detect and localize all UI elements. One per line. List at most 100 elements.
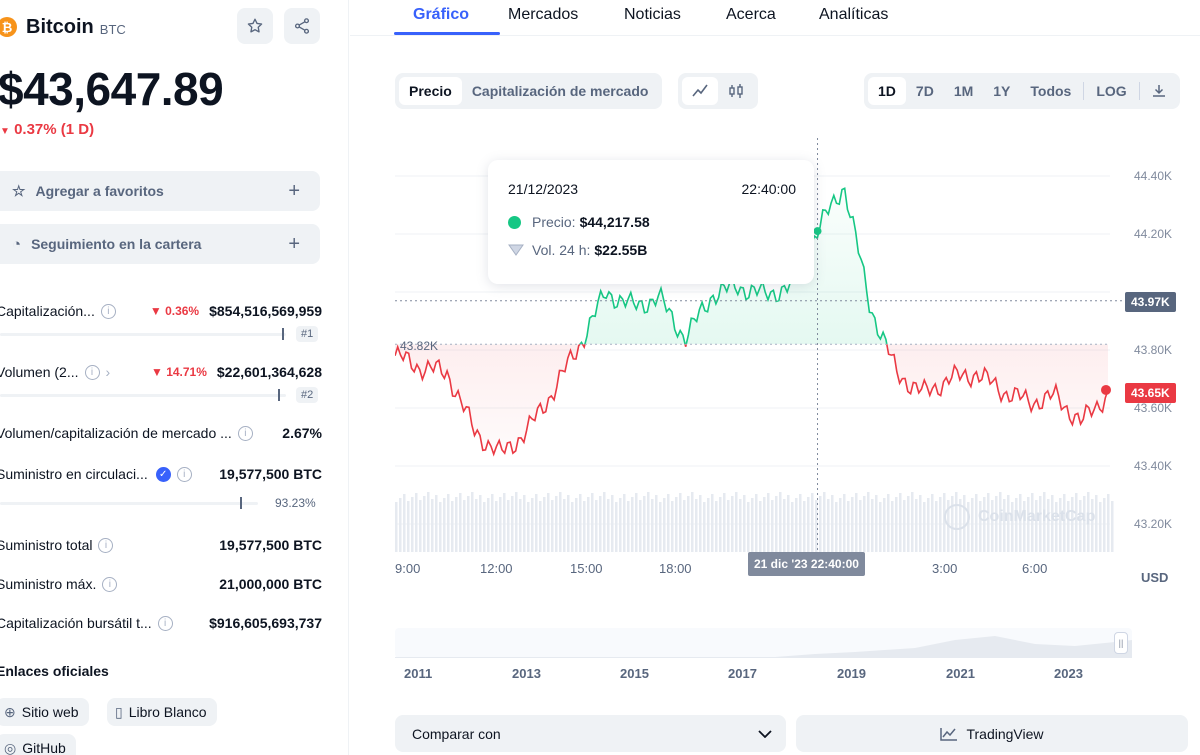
current-price-flag: 43.65K [1125, 383, 1176, 403]
log-scale-button[interactable]: LOG [1096, 83, 1127, 99]
range-all[interactable]: Todos [1030, 83, 1072, 99]
volume-bar [463, 500, 466, 552]
volume-bar [707, 498, 710, 552]
tab-markets[interactable]: Mercados [508, 6, 579, 23]
chevron-right-icon[interactable]: › [105, 364, 111, 380]
price-line-down [395, 344, 1109, 457]
volume-bar [815, 500, 818, 552]
timeline-navigator[interactable] [395, 628, 1132, 658]
coin-overview-panel: ₿ Bitcoin BTC $43,647.89 ▼ 0.37% (1 D) ☆… [0, 0, 349, 755]
watermark-text: CoinMarketCap [978, 508, 1096, 525]
volume-bar [743, 495, 746, 552]
volume-bar [1003, 499, 1006, 552]
year-label: 2013 [512, 666, 541, 681]
whitepaper-link[interactable]: ▯ Libro Blanco [107, 698, 217, 726]
volume-bar [975, 494, 978, 552]
section-tabs [350, 0, 1200, 36]
info-icon[interactable]: i [84, 364, 100, 380]
stat-total-supply: Suministro total i 19,577,500 BTC [0, 535, 322, 555]
watchlist-star-button[interactable] [237, 8, 273, 44]
range-7d[interactable]: 7D [915, 83, 934, 99]
year-label: 2021 [946, 666, 975, 681]
volume-bar [1099, 502, 1102, 552]
info-icon[interactable]: i [102, 576, 118, 592]
x-axis-tick: 9:00 [395, 561, 421, 576]
crosshair-time-label: 21 dic '23 22:40:00 [748, 552, 865, 576]
info-icon[interactable]: i [237, 425, 253, 441]
volume-bar [727, 500, 730, 552]
globe-icon: ⊕ [4, 703, 16, 720]
tab-news[interactable]: Noticias [624, 6, 681, 23]
line-chart-option[interactable] [682, 77, 718, 105]
volume-bar [487, 498, 490, 552]
stat-value: 2.67% [282, 425, 322, 441]
download-button[interactable] [1142, 77, 1176, 105]
info-icon[interactable]: i [176, 466, 192, 482]
volume-bar [411, 497, 414, 552]
volume-bar [983, 497, 986, 552]
website-link[interactable]: ⊕ Sitio web [0, 698, 89, 726]
year-label: 2011 [404, 666, 433, 681]
volume-bar [499, 497, 502, 552]
circulating-supply-bar [0, 497, 258, 509]
tradingview-button[interactable]: TradingView [796, 715, 1188, 752]
reference-price-label: 43.82K [400, 339, 439, 353]
compare-dropdown[interactable]: Comparar con [395, 715, 786, 752]
volume-bar [859, 500, 862, 552]
volume-bar [883, 498, 886, 552]
share-button[interactable] [284, 8, 320, 44]
plus-icon: + [288, 232, 300, 255]
volume-bar [1107, 494, 1110, 552]
volume-bar [543, 497, 546, 552]
caret-down-icon: ▼ [0, 126, 10, 137]
navigator-handle[interactable]: || [1114, 632, 1128, 654]
github-link[interactable]: ◎ GitHub [0, 734, 76, 755]
price-dot-icon [508, 215, 521, 229]
volume-bar [1075, 493, 1078, 552]
volume-bar [855, 493, 858, 552]
range-1m[interactable]: 1M [953, 83, 974, 99]
whitepaper-label: Libro Blanco [128, 704, 207, 720]
volume-bar [1035, 500, 1038, 552]
volume-bar [899, 493, 902, 552]
volume-bar [1083, 496, 1086, 552]
volume-bar [615, 502, 618, 552]
volume-bar [443, 498, 446, 552]
volume-bar [987, 493, 990, 552]
stat-value: 19,577,500 BTC [219, 537, 322, 553]
metric-price-option[interactable]: Precio [399, 77, 462, 105]
time-range-toggle: 1D 7D 1M 1Y Todos LOG [864, 73, 1180, 109]
info-icon[interactable]: i [100, 303, 116, 319]
x-axis-tick: 15:00 [570, 561, 603, 576]
volume-bar [779, 492, 782, 552]
stat-circulating-supply: Suministro en circulaci... ✓ i 19,577,50… [0, 464, 322, 484]
portfolio-track-button[interactable]: ◔ Seguimiento en la cartera + [0, 224, 320, 264]
volume-bar [731, 496, 734, 552]
candlestick-option[interactable] [718, 77, 754, 105]
metric-market-cap-option[interactable]: Capitalización de mercado [471, 83, 649, 99]
add-favorite-button[interactable]: ☆ Agregar a favoritos + [0, 171, 320, 211]
volume-bar [627, 501, 630, 552]
info-icon[interactable]: i [98, 537, 114, 553]
price-chart[interactable] [395, 138, 1125, 552]
volume-bar [547, 493, 550, 552]
tooltip-price-label: Precio: [532, 214, 576, 230]
volume-bar [395, 502, 398, 552]
stat-fully-diluted-cap: Capitalización bursátil t... i $916,605,… [0, 613, 322, 633]
y-axis-tick: 43.20K [1134, 517, 1173, 531]
price-change-value: 0.37% (1 D) [14, 121, 95, 138]
tab-analytics[interactable]: Analíticas [819, 6, 889, 23]
volume-bar [659, 502, 662, 552]
tab-chart[interactable]: Gráfico [413, 6, 470, 23]
volume-bar [831, 495, 834, 552]
range-1y[interactable]: 1Y [993, 83, 1011, 99]
range-1d[interactable]: 1D [868, 77, 906, 105]
volume-bar [1095, 495, 1098, 552]
year-label: 2017 [728, 666, 757, 681]
github-label: GitHub [22, 740, 66, 755]
volume-bar [551, 500, 554, 552]
volume-bar [655, 495, 658, 552]
info-icon[interactable]: i [157, 615, 173, 631]
tab-about[interactable]: Acerca [726, 6, 776, 23]
volume-bar [503, 493, 506, 552]
